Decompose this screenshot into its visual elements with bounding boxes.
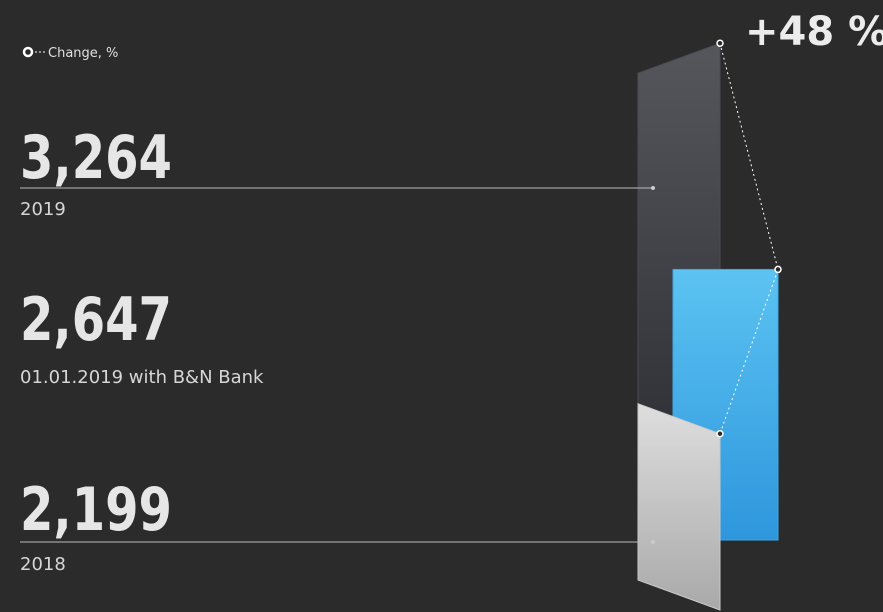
bar xyxy=(637,402,721,611)
change-point xyxy=(716,429,724,438)
legend-label: Change, % xyxy=(48,46,118,61)
category-label: 2018 xyxy=(20,554,66,575)
legend-marker xyxy=(22,46,34,58)
change-point xyxy=(774,265,782,274)
leader-dot xyxy=(651,540,655,544)
change-label: +48 % xyxy=(745,9,883,55)
value-label: 2,199 xyxy=(20,475,172,545)
change-point xyxy=(716,39,724,47)
leader-dot xyxy=(651,186,655,190)
category-label: 2019 xyxy=(20,199,66,220)
value-label: 2,647 xyxy=(20,285,172,355)
value-label: 3,264 xyxy=(20,123,172,193)
category-label: 01.01.2019 with B&N Bank xyxy=(20,367,264,388)
